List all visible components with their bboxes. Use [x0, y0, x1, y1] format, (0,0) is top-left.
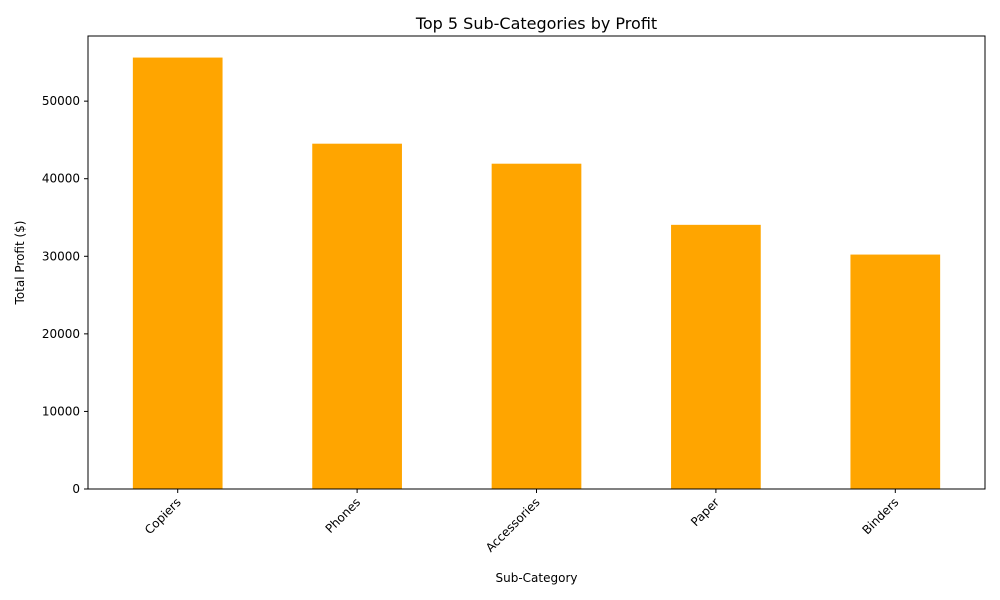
y-axis-ticks: 0 10000 20000 30000 40000 50000	[42, 94, 88, 496]
bar-paper	[671, 224, 761, 489]
bar-copiers	[132, 57, 223, 489]
y-tick-label: 0	[72, 482, 80, 496]
plot-area-frame	[87, 35, 986, 490]
bars-group	[132, 57, 941, 489]
y-tick-label: 40000	[42, 172, 80, 186]
bar-phones	[312, 143, 402, 489]
y-tick-label: 20000	[42, 327, 80, 341]
chart-title: Top 5 Sub-Categories by Profit	[415, 14, 657, 33]
y-tick-label: 50000	[42, 94, 80, 108]
y-tick-label: 10000	[42, 404, 80, 418]
bar-binders	[850, 254, 941, 489]
x-axis-label: Sub-Category	[496, 571, 578, 585]
y-tick-label: 30000	[42, 249, 80, 263]
bar-accessories	[491, 163, 582, 489]
y-axis-label: Total Profit ($)	[13, 221, 27, 306]
